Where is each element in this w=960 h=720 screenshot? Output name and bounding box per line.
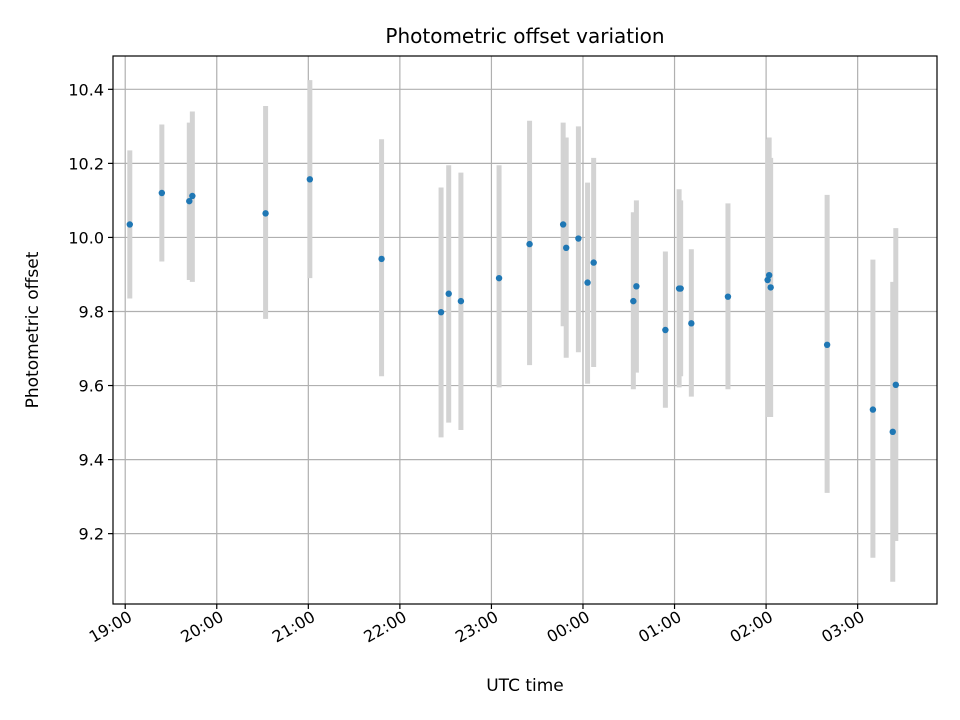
data-point [662,326,669,334]
data-point [889,428,896,436]
data-point [823,341,831,349]
y-tick-label: 9.4 [79,451,104,470]
grid [113,56,937,604]
y-axis-label: Photometric offset [23,251,43,408]
data-point [186,197,193,205]
data-point [869,406,877,413]
data-point [767,284,774,291]
data-point [457,297,465,305]
data-point [590,259,597,266]
chart-title: Photometric offset variation [385,24,664,48]
data-point [575,235,582,242]
data-point [126,221,133,228]
data-point [559,221,567,228]
data-point [688,320,695,327]
data-point [445,290,452,297]
data-point [633,283,640,290]
y-tick-label: 9.8 [79,302,104,321]
data-point [495,274,503,282]
data-point [526,240,533,248]
data-point [724,293,732,300]
data-point [306,176,314,183]
data-point [892,381,899,388]
data-point [630,297,637,305]
data-points [126,176,899,436]
x-axis-label: UTC time [486,676,564,696]
data-point [437,309,445,316]
data-point [764,276,771,284]
data-point [262,210,269,217]
y-tick-label: 10.0 [68,228,104,247]
y-tick-label: 9.6 [79,377,104,396]
y-tick-label: 10.2 [68,154,104,173]
data-point [765,272,773,279]
y-tick-label: 9.2 [79,525,104,544]
y-axis-ticks: 9.2 9.4 9.6 9.8 10.0 10.2 10.4 [68,80,113,544]
data-point [584,279,591,286]
data-point [563,244,570,251]
data-point [189,192,196,200]
data-point [677,285,684,292]
data-point [378,255,385,263]
data-point [158,189,166,197]
y-tick-label: 10.4 [68,80,104,99]
plot-frame [112,55,938,605]
